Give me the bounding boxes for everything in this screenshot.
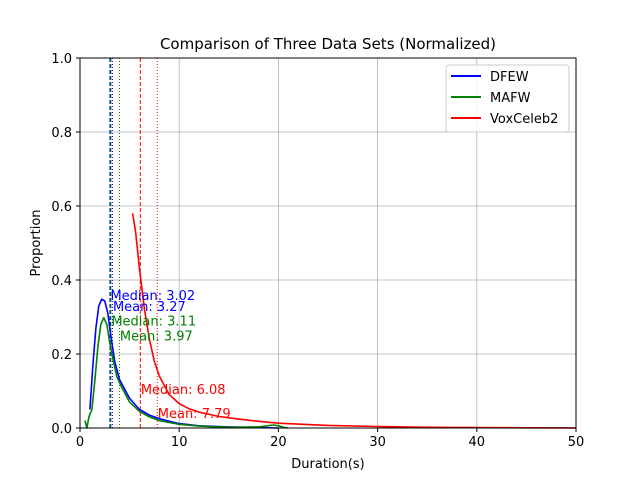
legend-box [445, 64, 570, 133]
legend-label-voxceleb2: VoxCeleb2 [490, 112, 558, 127]
median-annotation-dfew: Median: 3.02 [110, 289, 195, 304]
legend-label-mafw: MAFW [490, 91, 531, 106]
chart-title: Comparison of Three Data Sets (Normalize… [160, 35, 496, 53]
y-tick-label: 1.0 [51, 52, 72, 67]
y-axis-title: Proportion [29, 209, 44, 276]
x-axis-title: Duration(s) [291, 457, 364, 472]
x-tick-label: 0 [76, 435, 84, 450]
y-tick-label: 0.2 [51, 348, 72, 363]
series-lines [84, 213, 577, 429]
reference-lines [109, 58, 158, 428]
x-tick-label: 10 [171, 435, 188, 450]
mean-annotation-voxceleb2: Mean: 7.79 [158, 407, 231, 422]
y-tick-label: 0.0 [51, 422, 72, 437]
legend-label-dfew: DFEW [490, 70, 529, 85]
series-line-voxceleb2 [131, 213, 577, 429]
mean-annotation-dfew: Mean: 3.27 [113, 300, 186, 315]
y-tick-label: 0.8 [51, 126, 72, 141]
median-annotation-mafw: Median: 3.11 [111, 315, 196, 330]
y-tick-label: 0.4 [51, 274, 72, 289]
x-tick-label: 50 [568, 435, 585, 450]
series-line-mafw [84, 316, 289, 429]
x-tick-label: 30 [369, 435, 386, 450]
mean-annotation-mafw: Mean: 3.97 [120, 330, 193, 345]
y-tick-label: 0.6 [51, 200, 72, 215]
median-annotation-voxceleb2: Median: 6.08 [141, 383, 226, 398]
legend: DFEW MAFW VoxCeleb2 [445, 64, 570, 133]
ticks: 0 10 20 30 40 50 0.0 0.2 0.4 0.6 0.8 1.0 [51, 52, 584, 450]
plot-frame [79, 57, 577, 429]
x-tick-label: 20 [270, 435, 287, 450]
x-tick-label: 40 [469, 435, 486, 450]
